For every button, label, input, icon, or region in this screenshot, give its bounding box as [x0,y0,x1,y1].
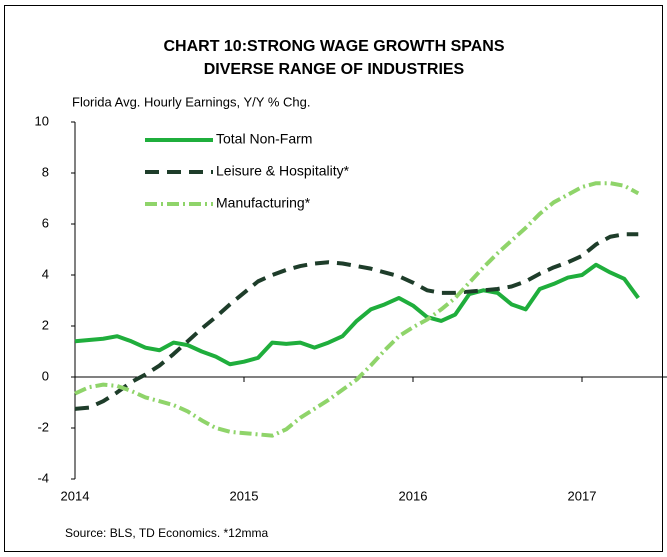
x-tick-label: 2014 [61,488,90,503]
chart-title: CHART 10:STRONG WAGE GROWTH SPANS [163,38,504,55]
legend-label: Total Non-Farm [216,131,312,147]
y-tick-label: 6 [42,215,49,230]
legend-label: Leisure & Hospitality* [216,163,350,179]
source: Source: BLS, TD Economics. *12mma [65,526,269,540]
x-tick-label: 2017 [568,488,597,503]
y-tick-label: -4 [37,470,49,485]
y-tick-label: 8 [42,164,49,179]
y-tick-label: -2 [37,419,49,434]
y-tick-label: 0 [42,368,49,383]
y-tick-label: 2 [42,317,49,332]
chart-title: DIVERSE RANGE OF INDUSTRIES [204,61,465,78]
subtitle: Florida Avg. Hourly Earnings, Y/Y % Chg. [72,94,310,109]
series-line [74,181,640,438]
x-tick-label: 2016 [399,488,428,503]
series-line [74,262,640,367]
y-tick-label: 4 [42,266,49,281]
y-tick-label: 10 [35,113,49,128]
legend-label: Manufacturing* [216,195,311,211]
frame [4,5,663,552]
x-tick-label: 2015 [230,488,259,503]
